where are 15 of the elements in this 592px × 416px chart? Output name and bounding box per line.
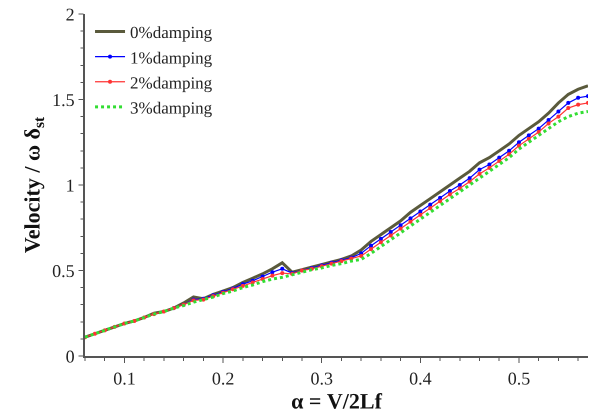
x-tick-label: 0.1 xyxy=(113,368,136,388)
y-tick-label: 1.5 xyxy=(52,90,75,110)
y-tick-label: 0.5 xyxy=(52,260,75,281)
x-tick-label: 0.4 xyxy=(409,368,432,388)
x-axis-title: α = V/2Lf xyxy=(291,388,383,414)
legend-label: 2%damping xyxy=(130,73,213,92)
y-tick-label: 1 xyxy=(66,175,75,196)
x-tick-label: 0.5 xyxy=(508,368,530,388)
legend-label: 0%damping xyxy=(130,23,213,42)
y-tick-label: 0 xyxy=(66,346,75,366)
x-tick-label: 0.2 xyxy=(212,368,234,388)
x-tick-label: 0.3 xyxy=(310,368,333,388)
legend-label: 3%damping xyxy=(130,98,213,118)
y-tick-label: 2 xyxy=(66,4,75,24)
legend-label: 1%damping xyxy=(130,48,213,68)
